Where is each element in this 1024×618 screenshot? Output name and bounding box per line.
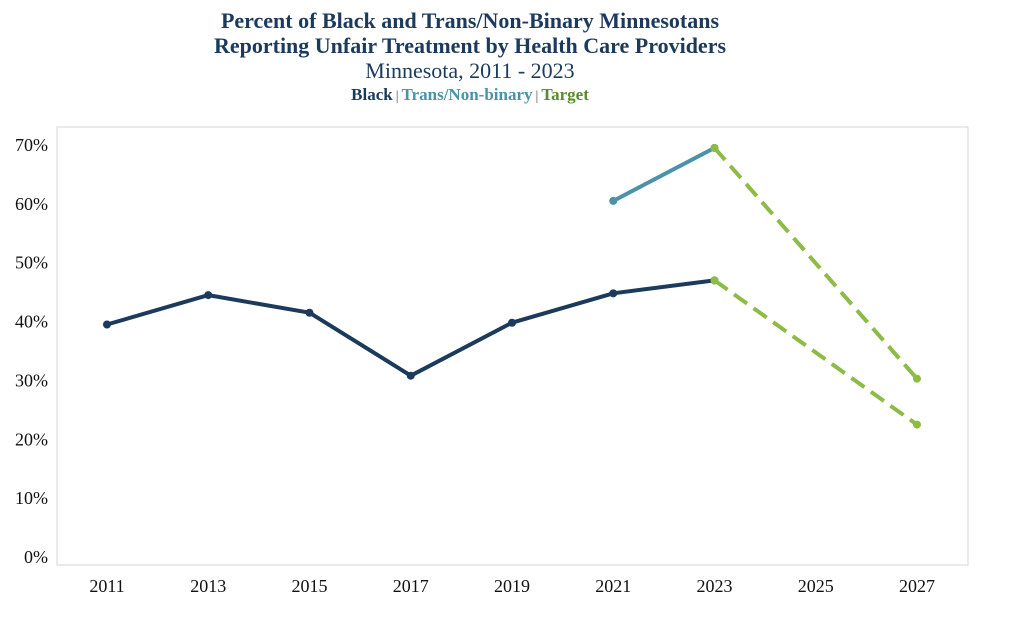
- y-tick-label: 10%: [15, 488, 48, 508]
- x-tick-label: 2019: [494, 576, 530, 596]
- y-tick-label: 20%: [15, 429, 48, 449]
- chart-title-line-2: Reporting Unfair Treatment by Health Car…: [213, 33, 727, 58]
- legend-item-trans-nonbinary: Trans/Non-binary: [401, 85, 533, 104]
- x-tick-label: 2021: [595, 576, 631, 596]
- x-tick-label: 2017: [393, 576, 429, 596]
- y-tick-label: 60%: [15, 194, 48, 214]
- data-point-target: [913, 374, 921, 383]
- data-point-trans-non-binary: [609, 196, 618, 205]
- chart-header: Percent of Black and Trans/Non-Binary Mi…: [0, 8, 940, 108]
- data-point-target: [710, 143, 719, 152]
- chart-subtitle: Minnesota, 2011 - 2023: [365, 58, 575, 83]
- x-tick-label: 2023: [697, 576, 733, 596]
- legend-separator: |: [395, 89, 399, 104]
- y-tick-label: 30%: [15, 370, 48, 390]
- data-point-target: [710, 276, 719, 285]
- data-point-black: [204, 291, 213, 300]
- y-tick-label: 50%: [15, 253, 48, 273]
- chart-title-line-1: Percent of Black and Trans/Non-Binary Mi…: [220, 8, 720, 33]
- chart-legend: Black | Trans/Non-binary | Target: [0, 84, 940, 108]
- data-point-black: [406, 371, 415, 380]
- series-line-target: [713, 278, 919, 427]
- legend-separator: |: [535, 89, 539, 104]
- legend-item-target: Target: [541, 85, 589, 104]
- data-point-black: [305, 308, 314, 317]
- x-tick-label: 2013: [190, 576, 226, 596]
- y-tick-label: 40%: [15, 312, 48, 332]
- data-point-black: [508, 318, 516, 327]
- x-tick-label: 2027: [899, 576, 935, 596]
- legend-item-black: Black: [351, 85, 393, 104]
- series-line-target: [712, 146, 919, 381]
- x-tick-label: 2015: [292, 576, 328, 596]
- x-tick-label: 2025: [798, 576, 834, 596]
- data-point-target: [913, 420, 921, 429]
- series-line-trans-non-binary: [612, 146, 716, 203]
- plot-area: [56, 126, 969, 566]
- y-tick-label: 70%: [15, 135, 48, 155]
- x-tick-label: 2011: [89, 576, 124, 596]
- data-point-black: [609, 289, 618, 298]
- data-point-black: [103, 320, 111, 329]
- y-tick-label: 0%: [24, 547, 48, 567]
